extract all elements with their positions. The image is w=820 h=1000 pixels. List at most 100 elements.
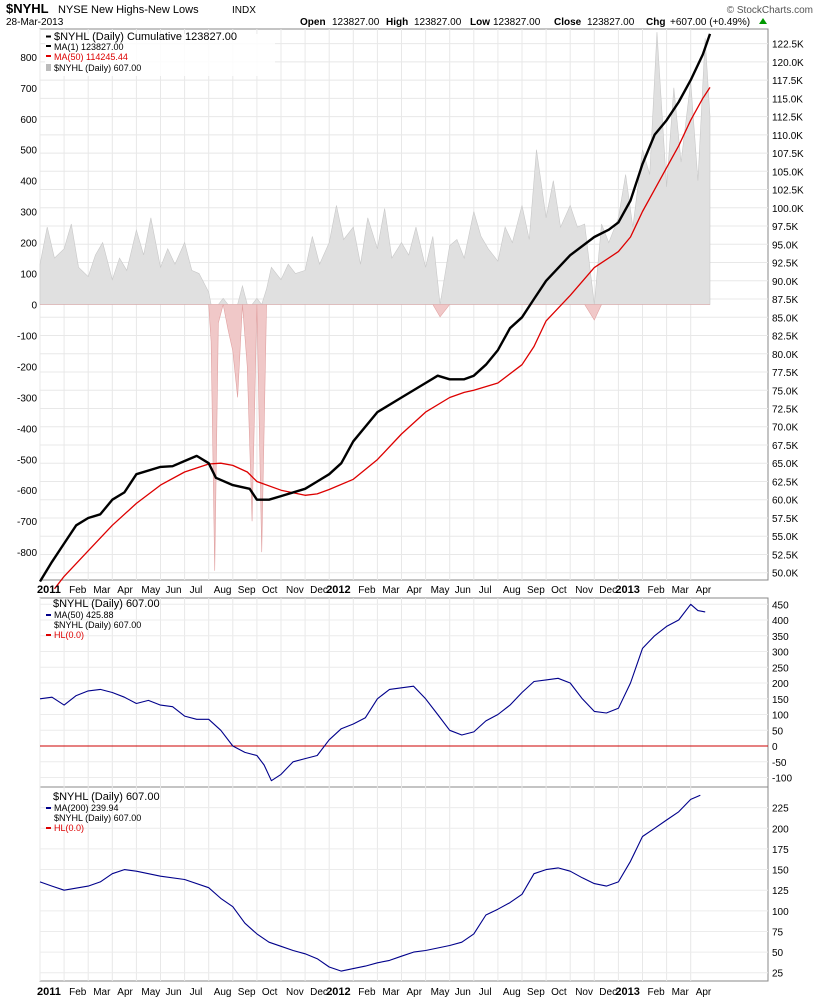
y2-tick: 50: [772, 726, 784, 737]
y2-tick: -100: [772, 774, 792, 785]
y-right-tick: 112.5K: [772, 113, 803, 124]
quote-chg-value: +607.00 (+0.49%): [670, 17, 750, 28]
legend3-title: $NYHL (Daily) 607.00: [53, 791, 160, 803]
legend-cumulative: $NYHL (Daily) Cumulative 123827.00: [54, 31, 237, 43]
y-right-tick: 67.5K: [772, 441, 798, 452]
x-tick-label: Apr: [117, 585, 133, 596]
x-tick-label: Dec: [310, 585, 328, 596]
x-tick-label: Apr: [407, 987, 423, 998]
y-right-tick: 107.5K: [772, 149, 804, 160]
header-date: 28-Mar-2013: [6, 17, 64, 28]
y2-tick: 0: [772, 742, 778, 753]
y-right-tick: 90.0K: [772, 277, 798, 288]
y-left-tick: 200: [20, 239, 37, 250]
y3-tick: 150: [772, 866, 789, 877]
y-right-tick: 117.5K: [772, 76, 803, 87]
panel3-frame: [39, 786, 769, 982]
y-right-tick: 75.0K: [772, 386, 798, 397]
cumulative-line: [38, 33, 712, 583]
y-right-tick: 55.0K: [772, 532, 798, 543]
header-exchange: INDX: [232, 5, 256, 16]
y2-tick: 100: [772, 711, 789, 722]
y2-tick: -50: [772, 758, 787, 769]
x-tick-label: Mar: [93, 585, 111, 596]
x-tick-label: Feb: [358, 987, 376, 998]
y-left-tick: 700: [20, 84, 37, 95]
quote-open-label: Open: [300, 17, 326, 28]
y-right-tick: 70.0K: [772, 423, 798, 434]
y2-tick: 400: [772, 616, 789, 627]
y-right-tick: 57.5K: [772, 514, 798, 525]
x-tick-label: Jul: [479, 987, 492, 998]
x-tick-label: Nov: [286, 585, 304, 596]
y-left-tick: -500: [17, 455, 37, 466]
x-tick-label: Jun: [166, 585, 182, 596]
y3-tick: 125: [772, 886, 789, 897]
panel2-frame: [39, 597, 769, 788]
y-right-tick: 87.5K: [772, 295, 798, 306]
x-tick-label: Jun: [166, 987, 182, 998]
y-right-tick: 60.0K: [772, 496, 798, 507]
y-left-tick: 800: [20, 53, 37, 64]
panel1-legend: $NYHL (Daily) Cumulative 123827.00 MA(1)…: [45, 31, 275, 76]
quote-close-label: Close: [554, 17, 582, 28]
ma50-panel2-line: [39, 603, 706, 782]
panel2-legend: $NYHL (Daily) 607.00 MA(50) 425.88 $NYHL…: [46, 598, 160, 640]
daily-positive-area: [39, 32, 711, 306]
x-tick-label: Dec: [599, 987, 617, 998]
ma50-line: [53, 87, 711, 590]
y-left-tick: -700: [17, 517, 37, 528]
y-right-tick: 110.0K: [772, 131, 803, 142]
quote-chg-label: Chg: [646, 17, 665, 28]
y-left-tick: -400: [17, 424, 37, 435]
header-name: NYSE New Highs-New Lows: [58, 4, 199, 16]
x-tick-label: Oct: [551, 585, 567, 596]
grid-lines: [39, 29, 768, 981]
x-tick-label: Mar: [672, 585, 690, 596]
y-right-tick: 122.5K: [772, 40, 804, 51]
y3-tick: 25: [772, 969, 784, 980]
y-right-tick: 65.0K: [772, 459, 798, 470]
legend3-hl: HL(0.0): [54, 823, 84, 833]
x-tick-label: Mar: [382, 987, 400, 998]
x-tick-label: Feb: [69, 987, 87, 998]
y3-tick: 175: [772, 845, 789, 856]
daily-negative-area: [40, 304, 710, 571]
x-tick-label: Aug: [214, 585, 232, 596]
x-tick-label: May: [431, 987, 450, 998]
quote-high-label: High: [386, 17, 408, 28]
y-left-tick: 500: [20, 146, 37, 157]
x-tick-label: Aug: [214, 987, 232, 998]
x-tick-label: Jul: [190, 987, 203, 998]
legend-ma50: MA(50) 114245.44: [54, 52, 128, 62]
y3-tick: 200: [772, 824, 789, 835]
y-right-tick: 50.0K: [772, 569, 798, 580]
legend2-ma50: MA(50) 425.88: [54, 610, 114, 620]
x-tick-label: May: [431, 585, 450, 596]
y3-tick: 100: [772, 907, 789, 918]
y-left-tick: 300: [20, 208, 37, 219]
header-symbol: $NYHL: [6, 1, 49, 16]
quote-high-value: 123827.00: [414, 17, 462, 28]
y3-tick: 225: [772, 804, 789, 815]
x-tick-label: Dec: [310, 987, 328, 998]
x-tick-label: Jun: [455, 585, 471, 596]
y2-tick: 200: [772, 679, 789, 690]
y2-tick: 450: [772, 600, 789, 611]
y3-tick: 50: [772, 948, 784, 959]
quote-low-label: Low: [470, 17, 490, 28]
legend3-daily: $NYHL (Daily) 607.00: [54, 813, 141, 823]
y-right-tick: 77.5K: [772, 368, 798, 379]
y-right-tick: 115.0K: [772, 94, 803, 105]
y-right-tick: 92.5K: [772, 259, 798, 270]
x-tick-label: Aug: [503, 585, 521, 596]
watermark: © StockCharts.com: [727, 5, 813, 16]
x-tick-label: Nov: [575, 987, 593, 998]
x-tick-label: 2011: [37, 986, 61, 998]
panel3-plot: [39, 794, 701, 972]
y-right-tick: 72.5K: [772, 404, 798, 415]
x-tick-label: Oct: [262, 987, 278, 998]
x-tick-label: Nov: [575, 585, 593, 596]
ma200-line: [39, 794, 701, 972]
